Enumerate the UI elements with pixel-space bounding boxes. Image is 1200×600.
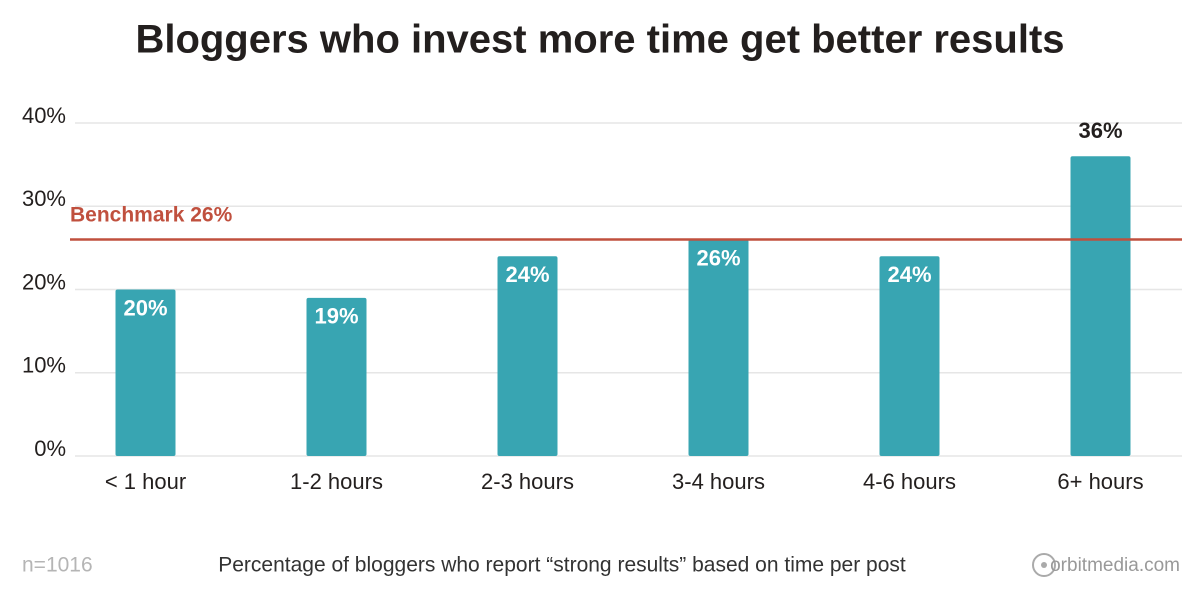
- value-label: 24%: [887, 262, 931, 287]
- caption: Percentage of bloggers who report “stron…: [218, 554, 906, 577]
- y-tick-label: 30%: [22, 186, 66, 211]
- value-label: 24%: [505, 262, 549, 287]
- sample-note: n=1016: [22, 554, 93, 577]
- x-tick-label: < 1 hour: [105, 469, 186, 494]
- value-label: 36%: [1078, 118, 1122, 143]
- bar: [1070, 156, 1131, 457]
- logo-dot: [1041, 562, 1047, 568]
- y-tick-label: 20%: [22, 269, 66, 294]
- x-tick-label: 6+ hours: [1057, 469, 1143, 494]
- value-label: 26%: [696, 245, 740, 270]
- y-tick-label: 10%: [22, 353, 66, 378]
- y-tick-label: 0%: [34, 436, 66, 461]
- bar: [497, 256, 558, 456]
- bar: [688, 239, 749, 456]
- benchmark-label: Benchmark 26%: [70, 204, 233, 227]
- x-tick-label: 3-4 hours: [672, 469, 765, 494]
- source: orbitmedia.com: [1050, 555, 1180, 576]
- x-tick-label: 4-6 hours: [863, 469, 956, 494]
- y-tick-label: 40%: [22, 103, 66, 128]
- x-tick-label: 2-3 hours: [481, 469, 574, 494]
- logo: [1032, 553, 1056, 577]
- chart-title: Bloggers who invest more time get better…: [135, 18, 1064, 62]
- bar: [879, 256, 940, 456]
- value-label: 20%: [123, 295, 167, 320]
- bar: [115, 289, 176, 456]
- bar: [306, 297, 367, 456]
- x-tick-label: 1-2 hours: [290, 469, 383, 494]
- value-label: 19%: [314, 304, 358, 329]
